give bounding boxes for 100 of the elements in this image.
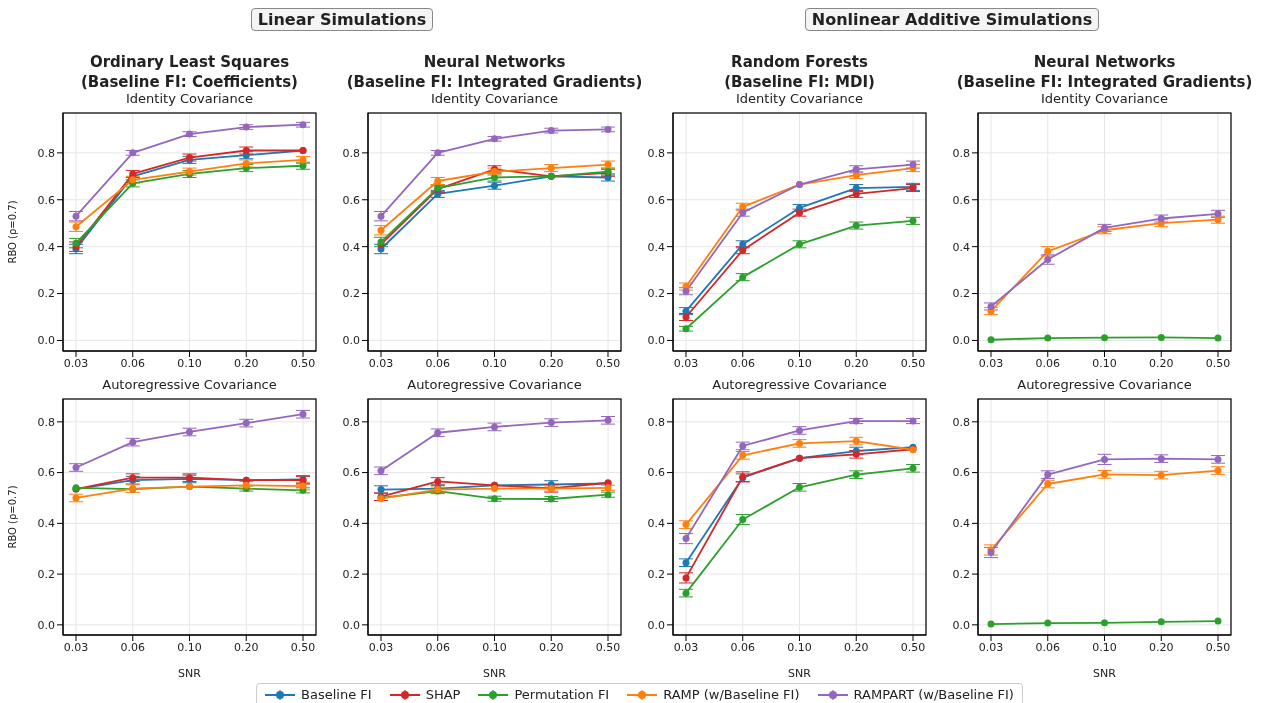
x-tick-label: 0.03: [978, 640, 1004, 654]
y-tick-label: 0.4: [647, 517, 665, 531]
x-tick-label: 0.06: [120, 640, 145, 654]
y-tick-label: 0.8: [342, 146, 360, 160]
y-tick-label: 0.2: [952, 287, 970, 301]
x-tick-label: 0.06: [730, 640, 755, 654]
x-tick-label: 0.50: [900, 640, 926, 654]
x-tick-label: 0.03: [368, 640, 394, 654]
x-tick-label: 0.20: [844, 356, 869, 370]
y-tick-label: 0.6: [342, 193, 360, 207]
y-tick-label: 0.8: [647, 415, 665, 429]
y-tick-label: 0.0: [37, 334, 55, 348]
chart-title: Neural Networks (Baseline FI: Integrated Gradients): [955, 52, 1254, 92]
x-tick-label: 0.20: [844, 640, 869, 654]
x-tick-label: 0.50: [1205, 640, 1231, 654]
y-tick-label: 0.2: [647, 568, 665, 581]
y-axis-title: RBO (ρ=0.7): [6, 485, 18, 549]
y-tick-label: 0.6: [952, 193, 970, 207]
y-tick-label: 0.2: [342, 568, 360, 581]
y-tick-label: 0.0: [952, 618, 970, 632]
chart-subtitle: Identity Covariance: [125, 91, 254, 107]
x-tick-label: 0.50: [1205, 356, 1231, 370]
x-tick-label: 0.10: [177, 640, 202, 654]
y-tick-label: 0.8: [952, 146, 970, 160]
x-tick-label: 0.10: [1092, 356, 1117, 370]
y-tick-label: 0.2: [647, 287, 665, 301]
x-tick-label: 0.03: [63, 640, 89, 654]
y-tick-label: 0.4: [952, 517, 970, 531]
x-tick-label: 0.50: [595, 356, 621, 370]
legend-label: Baseline FI: [301, 687, 372, 702]
x-tick-label: 0.03: [368, 356, 394, 370]
x-tick-label: 0.10: [482, 356, 507, 370]
y-tick-label: 0.0: [647, 618, 665, 632]
y-tick-label: 0.4: [37, 240, 55, 254]
chart-subtitle: Identity Covariance: [430, 91, 559, 107]
y-tick-label: 0.0: [647, 334, 665, 348]
y-tick-label: 0.8: [37, 415, 55, 429]
x-tick-label: 0.50: [290, 356, 316, 370]
x-axis-title: SNR: [1093, 667, 1117, 680]
x-tick-label: 0.10: [482, 640, 507, 654]
x-tick-label: 0.03: [978, 356, 1004, 370]
chart-title: Neural Networks (Baseline FI: Integrated Gradients): [345, 52, 644, 92]
y-tick-label: 0.0: [342, 334, 360, 348]
y-tick-label: 0.6: [342, 466, 360, 480]
chart-subtitle: Identity Covariance: [1040, 91, 1169, 107]
y-tick-label: 0.8: [342, 415, 360, 429]
y-tick-label: 0.2: [342, 287, 360, 301]
x-tick-label: 0.06: [425, 356, 450, 370]
y-tick-label: 0.6: [952, 466, 970, 480]
y-tick-label: 0.2: [952, 568, 970, 581]
chart-subtitle: Autoregressive Covariance: [101, 377, 278, 393]
x-tick-label: 0.06: [1035, 356, 1060, 370]
x-axis-title: SNR: [788, 667, 812, 680]
x-tick-label: 0.10: [1092, 640, 1117, 654]
y-axis-title: RBO (ρ=0.7): [6, 200, 18, 264]
x-tick-label: 0.20: [539, 640, 564, 654]
chart-subtitle: Identity Covariance: [735, 91, 864, 107]
y-tick-label: 0.0: [37, 618, 55, 632]
y-tick-label: 0.6: [37, 466, 55, 480]
x-tick-label: 0.10: [787, 356, 812, 370]
x-tick-label: 0.10: [177, 356, 202, 370]
x-axis-title: SNR: [178, 667, 202, 680]
y-tick-label: 0.6: [647, 466, 665, 480]
y-tick-label: 0.2: [37, 287, 55, 301]
y-tick-label: 0.8: [37, 146, 55, 160]
x-tick-label: 0.06: [425, 640, 450, 654]
chart-subtitle: Autoregressive Covariance: [711, 377, 888, 393]
y-tick-label: 0.8: [647, 146, 665, 160]
x-tick-label: 0.06: [120, 356, 145, 370]
chart-title: Random Forests (Baseline FI: MDI): [724, 53, 875, 91]
x-tick-label: 0.20: [1149, 356, 1174, 370]
chart-subtitle: Autoregressive Covariance: [406, 377, 583, 393]
x-tick-label: 0.03: [673, 356, 699, 370]
x-tick-label: 0.20: [234, 356, 259, 370]
legend-label: Permutation FI: [514, 687, 610, 702]
text: Linear Simulations: [250, 8, 434, 31]
x-tick-label: 0.06: [1035, 640, 1060, 654]
y-tick-label: 0.2: [37, 568, 55, 581]
x-tick-label: 0.06: [730, 356, 755, 370]
y-tick-label: 0.0: [952, 334, 970, 348]
text: Nonlinear Additive Simulations: [804, 8, 1100, 31]
y-tick-label: 0.0: [342, 618, 360, 632]
x-axis-title: SNR: [483, 667, 507, 680]
y-tick-label: 0.4: [342, 517, 360, 531]
y-tick-label: 0.6: [37, 193, 55, 207]
y-tick-label: 0.4: [952, 240, 970, 254]
y-tick-label: 0.4: [647, 240, 665, 254]
y-tick-label: 0.6: [647, 193, 665, 207]
chart-subtitle: Autoregressive Covariance: [1016, 377, 1193, 393]
x-tick-label: 0.03: [63, 356, 89, 370]
x-tick-label: 0.10: [787, 640, 812, 654]
y-tick-label: 0.4: [342, 240, 360, 254]
x-tick-label: 0.50: [290, 640, 316, 654]
legend-label: RAMP (w/Baseline FI): [663, 687, 800, 702]
y-tick-label: 0.8: [952, 415, 970, 429]
legend-label: SHAP: [425, 687, 461, 702]
x-tick-label: 0.20: [1149, 640, 1174, 654]
chart-title: Ordinary Least Squares (Baseline FI: Coefficients): [81, 53, 298, 91]
x-tick-label: 0.03: [673, 640, 699, 654]
x-tick-label: 0.50: [900, 356, 926, 370]
